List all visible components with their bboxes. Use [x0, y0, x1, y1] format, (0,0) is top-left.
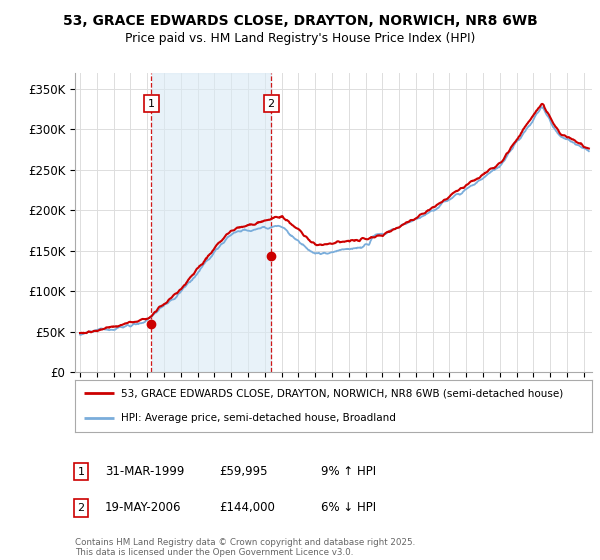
Text: 19-MAY-2006: 19-MAY-2006	[105, 501, 182, 515]
Text: 2: 2	[77, 503, 85, 513]
Text: 6% ↓ HPI: 6% ↓ HPI	[321, 501, 376, 515]
Text: 9% ↑ HPI: 9% ↑ HPI	[321, 465, 376, 478]
Text: £144,000: £144,000	[219, 501, 275, 515]
Text: 31-MAR-1999: 31-MAR-1999	[105, 465, 184, 478]
Text: 1: 1	[148, 99, 155, 109]
Text: 53, GRACE EDWARDS CLOSE, DRAYTON, NORWICH, NR8 6WB: 53, GRACE EDWARDS CLOSE, DRAYTON, NORWIC…	[62, 14, 538, 28]
Text: HPI: Average price, semi-detached house, Broadland: HPI: Average price, semi-detached house,…	[121, 413, 395, 423]
Text: £59,995: £59,995	[219, 465, 268, 478]
Text: 1: 1	[77, 466, 85, 477]
Text: Price paid vs. HM Land Registry's House Price Index (HPI): Price paid vs. HM Land Registry's House …	[125, 32, 475, 45]
Text: 53, GRACE EDWARDS CLOSE, DRAYTON, NORWICH, NR8 6WB (semi-detached house): 53, GRACE EDWARDS CLOSE, DRAYTON, NORWIC…	[121, 388, 563, 398]
Text: 2: 2	[268, 99, 275, 109]
Text: Contains HM Land Registry data © Crown copyright and database right 2025.
This d: Contains HM Land Registry data © Crown c…	[75, 538, 415, 557]
